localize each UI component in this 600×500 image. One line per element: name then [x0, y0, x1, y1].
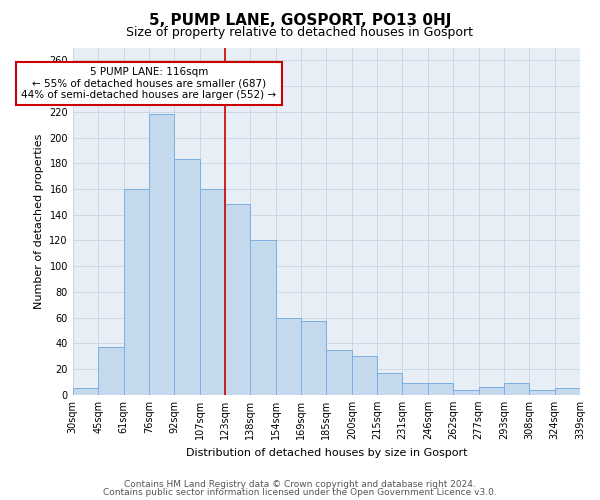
Bar: [428, 383, 453, 395]
Text: Size of property relative to detached houses in Gosport: Size of property relative to detached ho…: [127, 26, 473, 39]
Text: Contains HM Land Registry data © Crown copyright and database right 2024.: Contains HM Land Registry data © Crown c…: [124, 480, 476, 489]
Text: 5 PUMP LANE: 116sqm
← 55% of detached houses are smaller (687)
44% of semi-detac: 5 PUMP LANE: 116sqm ← 55% of detached ho…: [22, 67, 277, 100]
Bar: [529, 390, 554, 395]
Text: Contains public sector information licensed under the Open Government Licence v3: Contains public sector information licen…: [103, 488, 497, 497]
Bar: [250, 240, 275, 395]
Bar: [554, 388, 580, 395]
Bar: [352, 356, 377, 395]
Bar: [504, 383, 529, 395]
Bar: [275, 318, 301, 395]
Bar: [453, 390, 479, 395]
Bar: [124, 189, 149, 395]
Bar: [403, 383, 428, 395]
Bar: [73, 388, 98, 395]
Bar: [301, 322, 326, 395]
Bar: [479, 387, 504, 395]
Bar: [174, 160, 200, 395]
Bar: [377, 373, 403, 395]
X-axis label: Distribution of detached houses by size in Gosport: Distribution of detached houses by size …: [185, 448, 467, 458]
Bar: [149, 114, 174, 395]
Text: 5, PUMP LANE, GOSPORT, PO13 0HJ: 5, PUMP LANE, GOSPORT, PO13 0HJ: [149, 12, 451, 28]
Bar: [326, 350, 352, 395]
Bar: [200, 189, 225, 395]
Bar: [98, 347, 124, 395]
Bar: [225, 204, 250, 395]
Y-axis label: Number of detached properties: Number of detached properties: [34, 134, 44, 309]
